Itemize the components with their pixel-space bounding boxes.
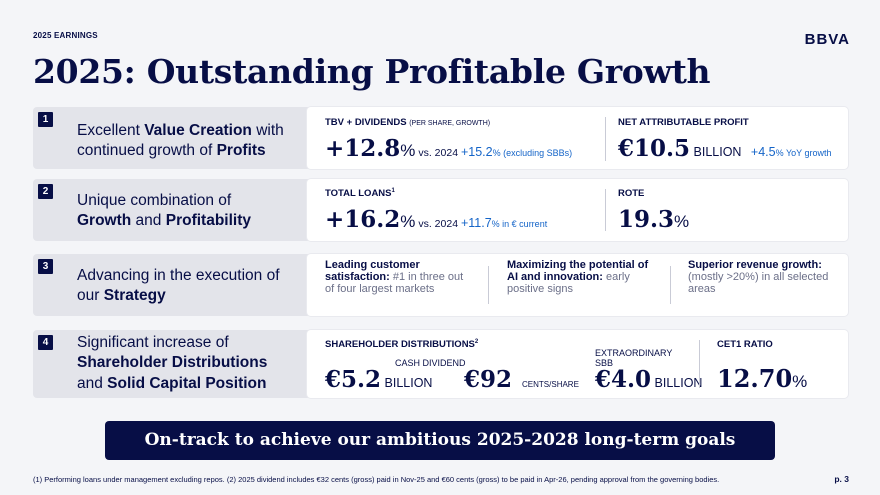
cet1-value: 12.70%: [717, 364, 808, 393]
page-number: p. 3: [834, 474, 849, 484]
divider: [699, 340, 700, 388]
divider: [605, 189, 606, 231]
loans-value: +16.2% vs. 2024 +11.7% in € current: [325, 206, 548, 233]
row-label-line: Shareholder Distributions: [77, 354, 268, 371]
divider: [670, 266, 671, 304]
row-label-line: Unique combination of: [77, 192, 232, 209]
row-label-line: our Strategy: [77, 287, 166, 304]
row-label-line: Significant increase of: [77, 334, 229, 351]
row-label-line: and Solid Capital Position: [77, 375, 267, 392]
cet1-caption: CET1 RATIO: [717, 339, 773, 350]
strategy-item: Superior revenue growth: (mostly >20%) i…: [688, 259, 829, 295]
row-label-panel: 4 Significant increase of Shareholder Di…: [33, 330, 321, 398]
row-label-panel: 1 Excellent Value Creation with continue…: [33, 107, 321, 169]
profit-value: €10.5 BILLION +4.5% YoY growth: [618, 135, 832, 162]
row-metrics-panel: SHAREHOLDER DISTRIBUTIONS2 €5.2 BILLION …: [307, 330, 848, 398]
distributions-value: €5.2 BILLION: [325, 366, 433, 393]
strategy-item: Maximizing the potential of AI and innov…: [507, 259, 649, 295]
sbb-value: €4.0 BILLION: [595, 366, 703, 393]
tbv-value: +12.8% vs. 2024 +15.2% (excluding SBBs): [325, 135, 573, 162]
row-number-badge: 3: [38, 259, 53, 274]
row-metrics-panel: Leading customer satisfaction: #1 in thr…: [307, 254, 848, 316]
divider: [488, 266, 489, 304]
rote-value: 19.3%: [618, 206, 690, 233]
row-number-badge: 2: [38, 184, 53, 199]
page-title: 2025: Outstanding Profitable Growth: [33, 52, 711, 91]
sbb-caption: SBB: [595, 358, 614, 368]
highlight-row-value-creation: 1 Excellent Value Creation with continue…: [33, 107, 848, 169]
row-number-badge: 1: [38, 112, 53, 127]
distributions-caption: SHAREHOLDER DISTRIBUTIONS2: [325, 339, 479, 351]
footnote: (1) Performing loans under management ex…: [33, 475, 720, 484]
row-label-line: Advancing in the execution of: [77, 267, 280, 284]
row-label-line: Growth and Profitability: [77, 212, 251, 229]
profit-caption: NET ATTRIBUTABLE PROFIT: [618, 117, 749, 128]
cash-dividend-value: €92 CENTS/SHARE: [464, 366, 579, 393]
highlight-row-growth-profitability: 2 Unique combination of Growth and Profi…: [33, 179, 848, 241]
report-tag: 2025 EARNINGS: [33, 31, 98, 40]
bbva-logo: BBVA: [804, 31, 850, 48]
row-label-line: continued growth of Profits: [77, 142, 266, 159]
goals-banner: On-track to achieve our ambitious 2025-2…: [105, 421, 775, 460]
row-metrics-panel: TOTAL LOANS1 +16.2% vs. 2024 +11.7% in €…: [307, 179, 848, 241]
row-metrics-panel: TBV + DIVIDENDS (PER SHARE, GROWTH) +12.…: [307, 107, 848, 169]
sbb-caption: EXTRAORDINARY: [595, 348, 673, 358]
divider: [605, 117, 606, 161]
highlight-row-strategy: 3 Advancing in the execution of our Stra…: [33, 254, 848, 316]
loans-caption: TOTAL LOANS1: [325, 188, 395, 200]
row-label-panel: 2 Unique combination of Growth and Profi…: [33, 179, 321, 241]
highlight-row-distributions: 4 Significant increase of Shareholder Di…: [33, 330, 848, 398]
rote-caption: ROTE: [618, 188, 645, 199]
row-number-badge: 4: [38, 335, 53, 350]
tbv-caption: TBV + DIVIDENDS (PER SHARE, GROWTH): [325, 117, 491, 128]
row-label-panel: 3 Advancing in the execution of our Stra…: [33, 254, 321, 316]
cash-dividend-caption: CASH DIVIDEND: [395, 358, 466, 368]
strategy-item: Leading customer satisfaction: #1 in thr…: [325, 259, 464, 295]
row-label-line: Excellent Value Creation with: [77, 122, 284, 139]
